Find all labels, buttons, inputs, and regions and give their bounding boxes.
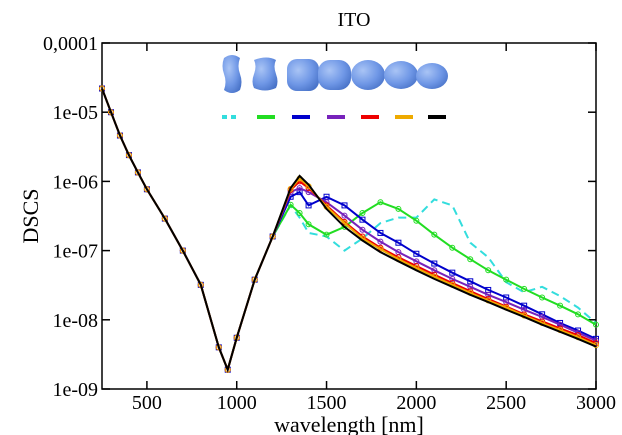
point-marker xyxy=(359,226,366,233)
shape-icon xyxy=(318,60,351,90)
point-marker xyxy=(431,260,438,267)
point-marker xyxy=(485,267,492,274)
point-marker xyxy=(449,275,456,282)
x-tick-label: 1500 xyxy=(307,392,347,414)
shape-icon xyxy=(252,57,278,91)
point-marker xyxy=(377,238,384,245)
point-marker xyxy=(296,209,303,216)
point-marker xyxy=(305,221,312,228)
point-marker xyxy=(377,199,384,206)
point-marker xyxy=(449,269,456,276)
y-tick-label: 1e-08 xyxy=(52,310,98,332)
point-marker xyxy=(431,231,438,238)
point-marker xyxy=(467,283,474,290)
point-marker xyxy=(521,302,528,309)
y-axis-label: DSCS xyxy=(18,188,43,243)
point-marker xyxy=(161,215,168,222)
plot-frame xyxy=(101,42,597,390)
point-marker xyxy=(503,276,510,283)
shape-icon xyxy=(222,55,242,93)
point-marker xyxy=(413,217,420,224)
shape-icon xyxy=(416,63,448,89)
y-tick-label: 1e-09 xyxy=(52,379,98,401)
shape-icon xyxy=(351,60,385,90)
point-marker xyxy=(467,256,474,263)
point-marker xyxy=(296,185,303,192)
x-tick-label: 2000 xyxy=(396,392,436,414)
y-tick-label: 1e-07 xyxy=(52,241,98,263)
point-marker xyxy=(575,311,582,318)
x-tick-label: 500 xyxy=(132,392,162,414)
point-marker xyxy=(341,202,348,209)
point-marker xyxy=(449,244,456,251)
y-tick-label: 1e-05 xyxy=(52,102,98,124)
point-marker xyxy=(539,294,546,301)
point-marker xyxy=(287,185,294,192)
point-marker xyxy=(359,209,366,216)
point-marker xyxy=(143,186,150,193)
shape-icons xyxy=(222,55,448,93)
series-line xyxy=(101,88,597,373)
point-marker xyxy=(341,212,348,219)
point-marker xyxy=(593,321,599,328)
point-marker xyxy=(557,302,564,309)
shape-icon xyxy=(287,59,319,91)
point-marker xyxy=(539,313,546,320)
point-marker xyxy=(323,231,330,238)
y-tick-label: 0,0001 xyxy=(43,33,98,55)
point-marker xyxy=(521,285,528,292)
x-tick-label: 3000 xyxy=(576,392,616,414)
x-tick-label: 2500 xyxy=(486,392,526,414)
shape-icon xyxy=(384,61,418,89)
point-marker xyxy=(305,189,312,196)
point-marker xyxy=(305,202,312,209)
point-marker xyxy=(296,189,303,196)
chart-title: ITO xyxy=(338,9,371,31)
y-tick-label: 1e-06 xyxy=(52,171,98,193)
point-marker xyxy=(134,169,141,176)
point-marker xyxy=(395,239,402,246)
point-marker xyxy=(395,205,402,212)
point-marker xyxy=(179,247,186,254)
point-marker xyxy=(431,267,438,274)
point-marker xyxy=(485,291,492,298)
point-marker xyxy=(377,229,384,236)
point-marker xyxy=(413,250,420,257)
point-marker xyxy=(359,216,366,223)
series xyxy=(101,88,597,373)
x-tick-label: 1000 xyxy=(217,392,257,414)
point-marker xyxy=(125,152,132,159)
x-axis-label: wavelength [nm] xyxy=(274,412,424,435)
